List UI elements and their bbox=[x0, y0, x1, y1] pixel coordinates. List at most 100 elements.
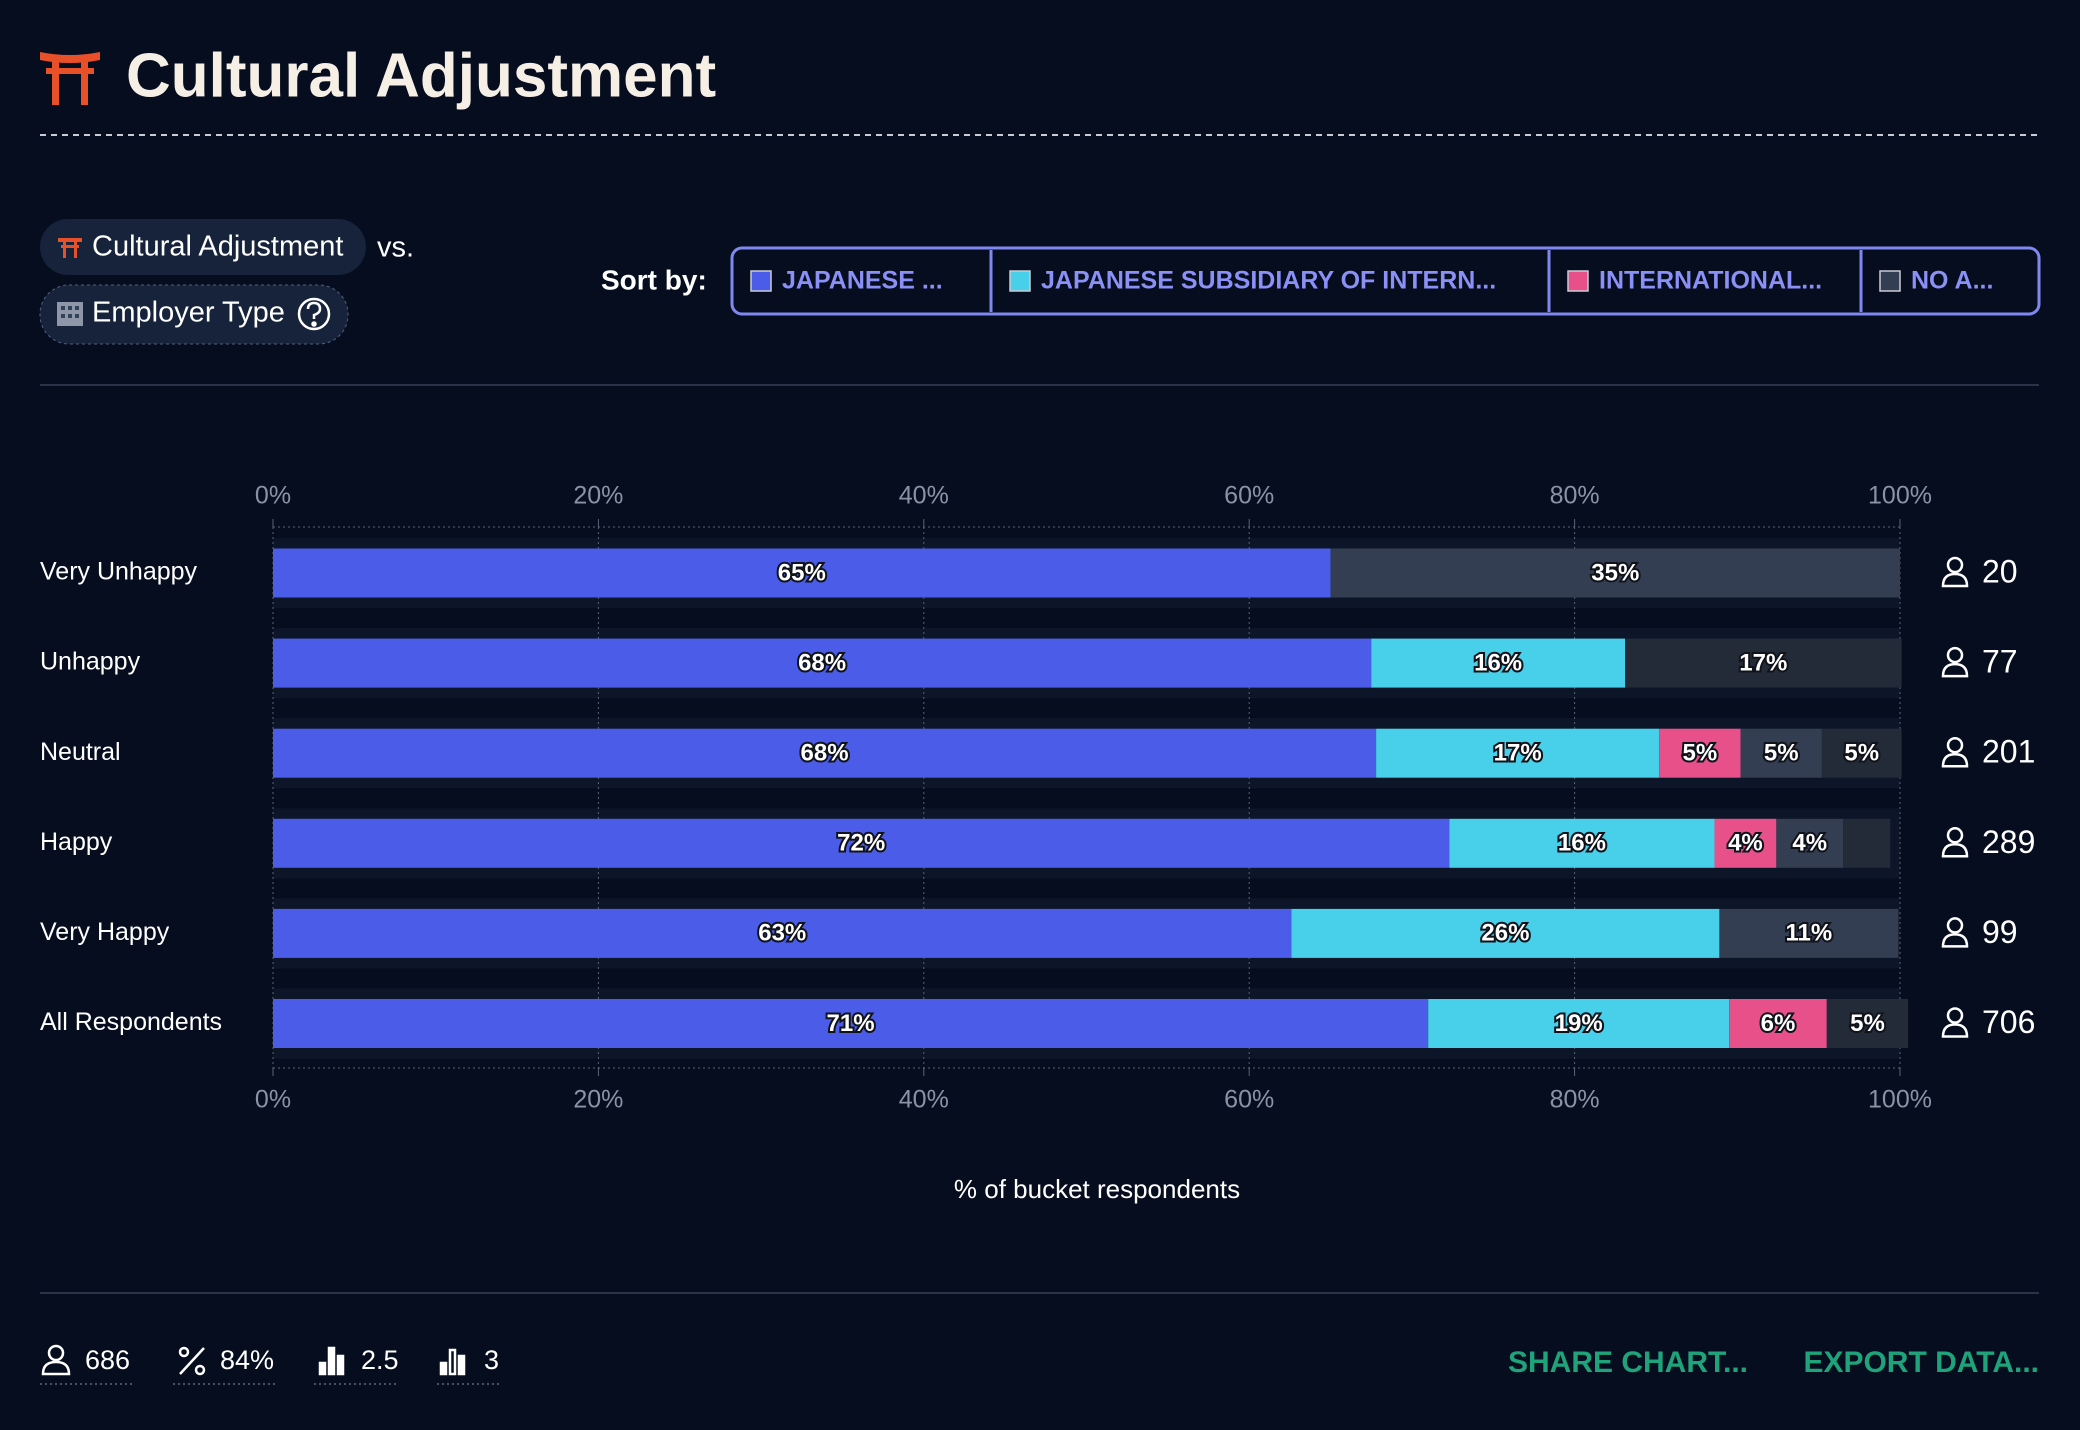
bar-value-label: 19% bbox=[1555, 1010, 1603, 1037]
bar-segment[interactable] bbox=[1729, 999, 1827, 1048]
footer-icons bbox=[41, 1344, 466, 1376]
x-axis-label: % of bucket respondents bbox=[954, 1174, 1240, 1204]
legend-label[interactable]: JAPANESE SUBSIDIARY OF INTERN... bbox=[1041, 267, 1496, 295]
respondent-count: 289 bbox=[1982, 824, 2035, 860]
legend-swatch[interactable] bbox=[1567, 270, 1589, 292]
bar-segment[interactable] bbox=[273, 638, 1372, 688]
bar-value-label: 65% bbox=[778, 559, 826, 586]
bar-segment[interactable] bbox=[1625, 638, 1902, 688]
y-category-label: Neutral bbox=[40, 738, 121, 766]
respondent-icon bbox=[1946, 646, 1964, 664]
footer-stat: 84% bbox=[220, 1345, 274, 1375]
bar-value-label: 17% bbox=[1494, 740, 1542, 767]
bar-value-label: 17% bbox=[1739, 649, 1787, 676]
bar-value-label: 4% bbox=[1792, 830, 1827, 857]
bar-segment[interactable] bbox=[1291, 908, 1720, 958]
bar-value-label: 16% bbox=[1558, 830, 1606, 857]
bar-segment[interactable] bbox=[273, 728, 1377, 778]
y-category-label: All Respondents bbox=[40, 1008, 222, 1036]
respondent-icon bbox=[1946, 556, 1964, 574]
x-tick-label: 0% bbox=[255, 1086, 291, 1114]
respondent-icon bbox=[1946, 736, 1964, 754]
bar-value-label: 35% bbox=[1591, 559, 1639, 586]
respondent-count: 99 bbox=[1982, 914, 2018, 950]
respondent-icon bbox=[1941, 843, 1969, 858]
bar-value-label: 71% bbox=[827, 1010, 875, 1037]
x-tick-label: 100% bbox=[1868, 482, 1932, 510]
bar-segment[interactable] bbox=[1376, 728, 1660, 778]
bar-value-label: 26% bbox=[1481, 920, 1529, 947]
bar-value-label: 5% bbox=[1850, 1010, 1885, 1037]
respondent-icon bbox=[1941, 1023, 1969, 1038]
bar-segment[interactable] bbox=[1449, 818, 1715, 868]
x-tick-label: 80% bbox=[1550, 1086, 1600, 1114]
x-tick-label: 40% bbox=[899, 1086, 949, 1114]
respondent-count: 201 bbox=[1982, 734, 2035, 770]
respondent-count: 77 bbox=[1982, 644, 2018, 680]
legend-swatch[interactable] bbox=[750, 270, 772, 292]
x-tick-label: 60% bbox=[1224, 482, 1274, 510]
footer-stat: 2.5 bbox=[361, 1345, 399, 1375]
vs-label: vs. bbox=[377, 232, 414, 264]
bar-segment[interactable] bbox=[1776, 818, 1844, 868]
respondent-icon bbox=[1941, 752, 1969, 768]
bar-value-label: 4% bbox=[1728, 830, 1763, 857]
bar-value-label: 11% bbox=[1786, 920, 1833, 947]
bar-value-label: 16% bbox=[1474, 649, 1522, 676]
bar-value-label: 5% bbox=[1844, 740, 1879, 767]
chip-torii-icon bbox=[58, 238, 82, 258]
x-tick-label: 40% bbox=[899, 482, 949, 510]
torii-icon bbox=[40, 52, 100, 105]
y-category-label: Very Happy bbox=[40, 918, 170, 946]
bar-segment[interactable] bbox=[273, 818, 1450, 868]
respondent-icon bbox=[1941, 572, 1969, 588]
bar-segment[interactable] bbox=[273, 548, 1331, 598]
respondent-icon bbox=[1946, 917, 1964, 934]
bar-segment[interactable] bbox=[273, 999, 1429, 1048]
bar-segment[interactable] bbox=[1843, 818, 1891, 868]
secondary-chip-label[interactable]: Employer Type bbox=[92, 297, 285, 329]
bar-value-label: 6% bbox=[1761, 1010, 1796, 1037]
bar-value-label: 5% bbox=[1764, 740, 1799, 767]
bar-segment[interactable] bbox=[273, 908, 1292, 958]
bar-segment[interactable] bbox=[1330, 548, 1900, 598]
x-tick-label: 100% bbox=[1868, 1086, 1932, 1114]
bar-value-label: 68% bbox=[801, 740, 849, 767]
bar-segment[interactable] bbox=[1371, 638, 1626, 688]
respondent-count: 20 bbox=[1982, 553, 2018, 589]
bar-segment[interactable] bbox=[1428, 999, 1730, 1048]
bar-segment[interactable] bbox=[1719, 908, 1899, 958]
footer-stat: 686 bbox=[85, 1345, 130, 1375]
secondary-chip[interactable] bbox=[39, 284, 349, 345]
footer-action[interactable]: SHARE CHART... bbox=[1508, 1346, 1748, 1379]
legend-label[interactable]: NO A... bbox=[1911, 267, 1993, 295]
footer-stat: 3 bbox=[484, 1345, 499, 1375]
y-category-label: Unhappy bbox=[40, 648, 141, 676]
x-tick-label: 80% bbox=[1550, 482, 1600, 510]
x-tick-label: 20% bbox=[573, 482, 623, 510]
footer-action[interactable]: EXPORT DATA... bbox=[1803, 1346, 2039, 1379]
bar-segment[interactable] bbox=[1659, 728, 1741, 778]
legend-label[interactable]: INTERNATIONAL... bbox=[1599, 267, 1822, 295]
bar-segment[interactable] bbox=[1740, 728, 1822, 778]
sort-label: Sort by: bbox=[601, 264, 707, 295]
bar-segment[interactable] bbox=[1714, 818, 1777, 868]
bar-segment[interactable] bbox=[1826, 999, 1909, 1048]
x-tick-label: 20% bbox=[573, 1086, 623, 1114]
respondent-icon bbox=[1946, 1007, 1964, 1024]
help-icon[interactable] bbox=[297, 297, 331, 331]
respondent-icon bbox=[1946, 827, 1964, 844]
bar-value-label: 68% bbox=[798, 649, 846, 676]
legend-swatch[interactable] bbox=[1879, 270, 1901, 292]
primary-chip-label[interactable]: Cultural Adjustment bbox=[92, 231, 343, 263]
bar-value-label: 63% bbox=[758, 920, 806, 947]
legend-swatch[interactable] bbox=[1009, 270, 1031, 292]
respondent-icon bbox=[1941, 662, 1969, 678]
bar-segment[interactable] bbox=[1821, 728, 1902, 778]
sort-legend bbox=[730, 246, 2041, 316]
primary-chip[interactable] bbox=[40, 219, 366, 275]
legend-label[interactable]: JAPANESE ... bbox=[782, 267, 943, 295]
building-icon bbox=[57, 302, 83, 326]
